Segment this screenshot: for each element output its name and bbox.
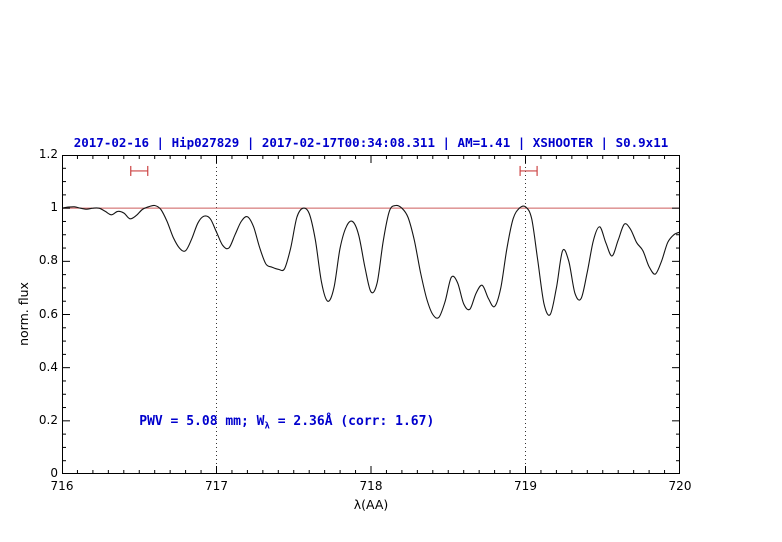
spectrum-plot-area [62, 155, 680, 474]
y-tick-label: 0.2 [38, 412, 58, 427]
y-tick-label: 0 [50, 466, 58, 480]
y-tick-label: 0.6 [38, 306, 58, 321]
pwv-annotation-suffix: = 2.36Å (corr: 1.67) [269, 414, 435, 430]
pwv-annotation-subscript: λ [264, 422, 270, 433]
x-tick-label: 717 [205, 479, 228, 493]
x-axis-label: λ(AA) [353, 497, 389, 512]
spectrum-line [62, 204, 680, 319]
y-tick-label: 0.8 [38, 253, 58, 268]
chart-title: 2017-02-16 | Hip027829 | 2017-02-17T00:3… [73, 135, 669, 150]
x-tick-label: 719 [514, 479, 537, 493]
y-tick-label: 1.2 [38, 147, 58, 161]
x-tick-label: 718 [359, 479, 383, 493]
x-tick-label: 716 [50, 479, 74, 493]
x-tick-label: 720 [668, 479, 692, 493]
pwv-annotation-prefix: PWV = 5.08 mm; W [139, 414, 265, 430]
y-tick-label: 0.4 [38, 359, 58, 374]
pwv-annotation: PWV = 5.08 mm; Wλ = 2.36Å (corr: 1.67) [139, 414, 434, 432]
y-tick-label: 1 [50, 200, 58, 215]
